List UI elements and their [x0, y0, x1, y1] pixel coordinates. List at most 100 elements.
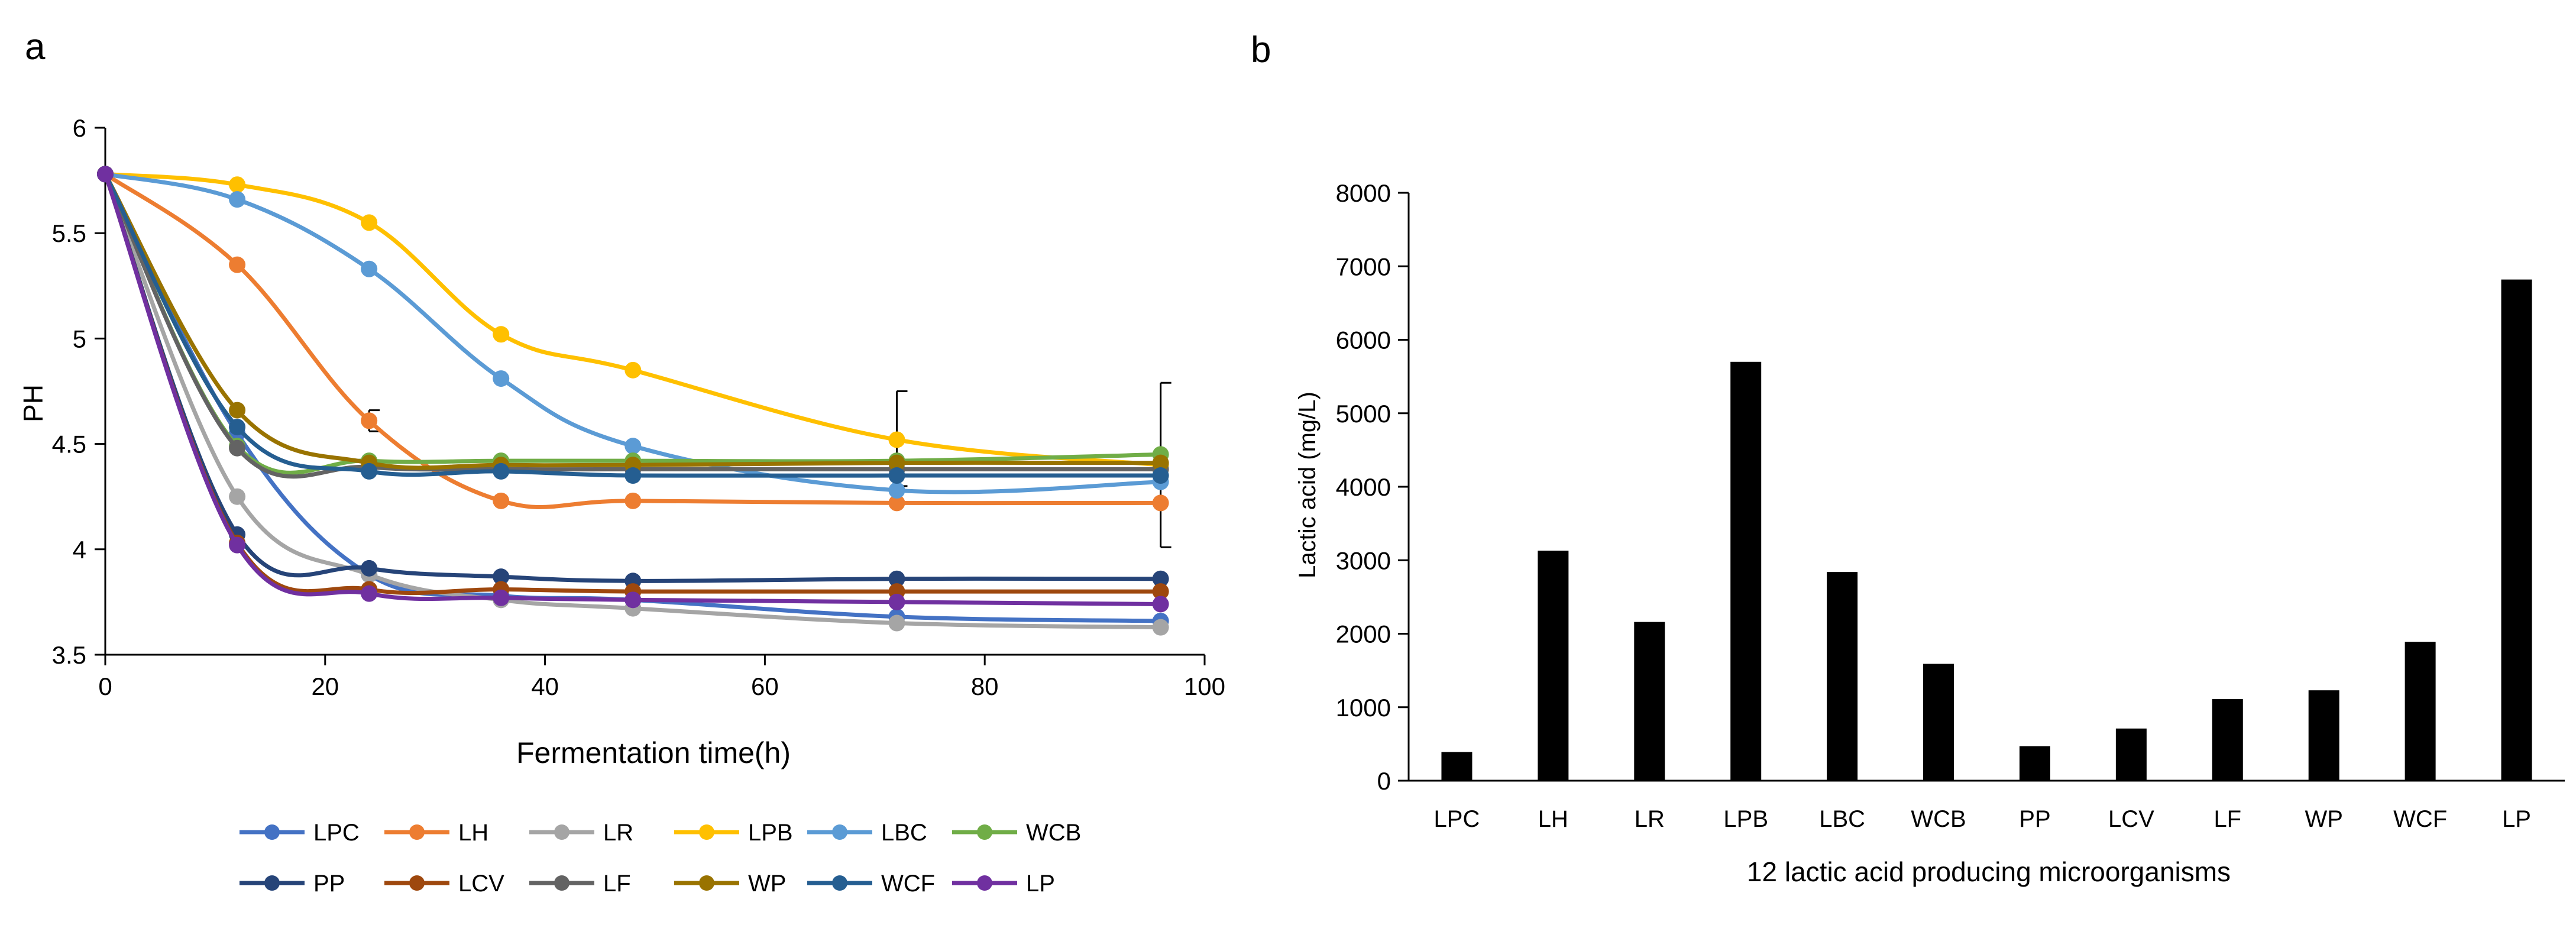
- chart-a-y-tick-label: 5.5: [52, 219, 86, 247]
- legend-swatch-marker: [977, 875, 992, 891]
- data-point-wcf: [361, 463, 378, 480]
- bar-lf: [2212, 699, 2243, 781]
- data-point-lp: [888, 593, 905, 610]
- chart-b-category-label: LP: [2502, 806, 2531, 832]
- data-point-lbc: [493, 370, 510, 387]
- chart-a-axes: 3.544.555.560 20 40 60 80 100: [52, 114, 1225, 700]
- legend-item-lcv: LCV: [384, 871, 504, 897]
- data-point-pp: [888, 570, 905, 587]
- legend-label: LR: [603, 820, 633, 846]
- data-point-lcv: [1152, 583, 1169, 600]
- data-point-lh: [493, 492, 510, 509]
- legend-label: LBC: [881, 820, 927, 846]
- chart-a-x-tick-label: 40: [531, 672, 559, 700]
- series-line-lbc: [105, 172, 1161, 494]
- chart-b-category-label: LPC: [1434, 806, 1480, 832]
- chart-a-x-tick-label: 80: [971, 672, 999, 700]
- legend-item-lh: LH: [384, 820, 488, 846]
- chart-a-y-tick-label: 5: [73, 325, 86, 352]
- legend-swatch-marker: [409, 824, 425, 840]
- chart-a-ylabel: PH: [18, 384, 48, 422]
- data-point-lp: [97, 166, 114, 183]
- bar-lr: [1634, 622, 1665, 781]
- data-point-lr: [229, 488, 246, 505]
- data-point-lbc: [361, 260, 378, 277]
- series-wcf: [97, 166, 1169, 484]
- series-line-lp: [103, 173, 1161, 606]
- data-point-lp: [229, 536, 246, 554]
- chart-b-category-label: LCV: [2108, 806, 2154, 832]
- legend-swatch-marker: [264, 824, 280, 840]
- legend-swatch-marker: [699, 824, 714, 840]
- bar-lp: [2501, 279, 2532, 781]
- data-point-wp: [888, 454, 905, 471]
- chart-b-category-label: WCF: [2393, 806, 2447, 832]
- data-point-lh: [361, 412, 378, 429]
- legend-label: LH: [458, 820, 488, 846]
- legend-swatch-marker: [554, 824, 569, 840]
- chart-a-y-tick-label: 6: [73, 114, 86, 142]
- series-wcb: [97, 166, 1169, 475]
- series-line-lf: [103, 173, 1161, 479]
- legend-item-lp: LP: [952, 871, 1055, 897]
- chart-a-xlabel: Fermentation time(h): [516, 736, 791, 769]
- data-point-lbc: [229, 191, 246, 208]
- chart-a-series-lines: [97, 166, 1169, 636]
- chart-a-x-tick-label: 0: [98, 672, 112, 700]
- chart-a-x-tick-label: 60: [751, 672, 779, 700]
- chart-b-category-label: LH: [1538, 806, 1568, 832]
- bar-lbc: [1827, 572, 1858, 781]
- legend-item-lbc: LBC: [807, 820, 927, 846]
- legend-item-wp: WP: [674, 871, 786, 897]
- data-point-lp: [493, 589, 510, 606]
- chart-b-axes: 0 1000 2000 3000 4000 5000 6000 7000 8000: [1336, 179, 2565, 795]
- bar-wp: [2308, 690, 2339, 781]
- data-point-lp: [624, 591, 642, 609]
- chart-b-y-tick-label: 1000: [1336, 694, 1391, 722]
- legend-label: LCV: [458, 871, 504, 897]
- legend-item-lr: LR: [529, 820, 633, 846]
- legend-swatch-marker: [699, 875, 714, 891]
- legend-swatch-marker: [409, 875, 425, 891]
- data-point-pp: [493, 568, 510, 586]
- series-lcv: [97, 166, 1169, 600]
- data-point-wcf: [1152, 467, 1169, 484]
- legend-item-pp: PP: [240, 871, 345, 897]
- legend-label: WCB: [1026, 820, 1081, 846]
- series-wp: [97, 166, 1169, 474]
- bar-lcv: [2115, 728, 2147, 781]
- chart-b-category-label: LPB: [1723, 806, 1768, 832]
- chart-a-y-tick-label: 3.5: [52, 641, 86, 669]
- data-point-wcf: [229, 419, 246, 436]
- chart-b-xlabel: 12 lactic acid producing microorganisms: [1747, 856, 2231, 887]
- data-point-lpb: [361, 214, 378, 231]
- series-line-lh: [104, 172, 1161, 510]
- chart-b-category-label: PP: [2019, 806, 2050, 832]
- series-lp: [97, 166, 1169, 613]
- bar-lpb: [1730, 361, 1762, 781]
- data-point-lbc: [624, 438, 642, 455]
- legend-label: WCF: [881, 871, 935, 897]
- legend-label: WP: [748, 871, 786, 897]
- series-line-wcb: [103, 173, 1161, 475]
- legend-swatch-marker: [554, 875, 569, 891]
- data-point-lh: [1152, 494, 1169, 512]
- data-point-wcf: [888, 467, 905, 484]
- chart-b-category-label: WCB: [1911, 806, 1966, 832]
- chart-b-y-tick-label: 7000: [1336, 253, 1391, 280]
- data-point-lpb: [493, 326, 510, 343]
- bar-pp: [2019, 746, 2050, 781]
- chart-b-y-tick-label: 8000: [1336, 179, 1391, 207]
- data-point-pp: [1152, 570, 1169, 587]
- bar-wcb: [1923, 664, 1954, 781]
- chart-a-x-tick-label: 20: [311, 672, 339, 700]
- data-point-lbc: [888, 482, 905, 499]
- legend-label: LPC: [313, 820, 360, 846]
- bar-lh: [1538, 551, 1569, 781]
- data-point-lp: [361, 585, 378, 602]
- series-line-lr: [103, 173, 1161, 630]
- lactic-acid-bar-chart: Lactic acid (mg/L) 12 lactic acid produc…: [1295, 179, 2565, 887]
- data-point-wp: [229, 402, 246, 419]
- data-point-lpb: [229, 176, 246, 193]
